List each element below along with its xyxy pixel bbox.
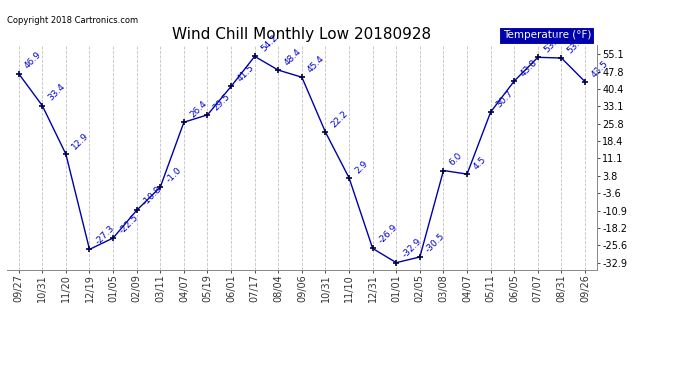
- Text: 22.2: 22.2: [330, 109, 350, 129]
- Text: 53.8: 53.8: [542, 34, 562, 54]
- Text: 45.4: 45.4: [306, 54, 326, 74]
- Text: 26.4: 26.4: [188, 99, 208, 119]
- Text: -27.3: -27.3: [94, 224, 117, 247]
- Text: 43.5: 43.5: [589, 58, 610, 79]
- Text: -1.0: -1.0: [164, 165, 184, 184]
- Text: 46.9: 46.9: [23, 50, 43, 71]
- Text: 41.5: 41.5: [235, 63, 256, 84]
- Text: 43.8: 43.8: [518, 58, 539, 78]
- Text: 29.5: 29.5: [212, 92, 232, 112]
- Text: -30.5: -30.5: [424, 231, 447, 254]
- Text: 12.9: 12.9: [70, 131, 90, 152]
- Text: -10.8: -10.8: [141, 184, 164, 207]
- Text: -26.9: -26.9: [377, 223, 400, 246]
- Text: 53.5: 53.5: [566, 34, 586, 55]
- Text: -32.9: -32.9: [400, 237, 423, 260]
- Text: 33.4: 33.4: [46, 82, 67, 103]
- Text: 4.5: 4.5: [471, 155, 488, 171]
- Text: 48.4: 48.4: [282, 47, 303, 68]
- Text: 2.9: 2.9: [353, 159, 370, 175]
- Title: Wind Chill Monthly Low 20180928: Wind Chill Monthly Low 20180928: [172, 27, 431, 42]
- Text: 6.0: 6.0: [448, 151, 464, 168]
- Text: Temperature (°F): Temperature (°F): [502, 30, 591, 40]
- Text: Copyright 2018 Cartronics.com: Copyright 2018 Cartronics.com: [7, 16, 138, 25]
- Text: -22.5: -22.5: [117, 213, 140, 235]
- Text: 54.2: 54.2: [259, 33, 279, 54]
- Text: 30.7: 30.7: [495, 88, 515, 109]
